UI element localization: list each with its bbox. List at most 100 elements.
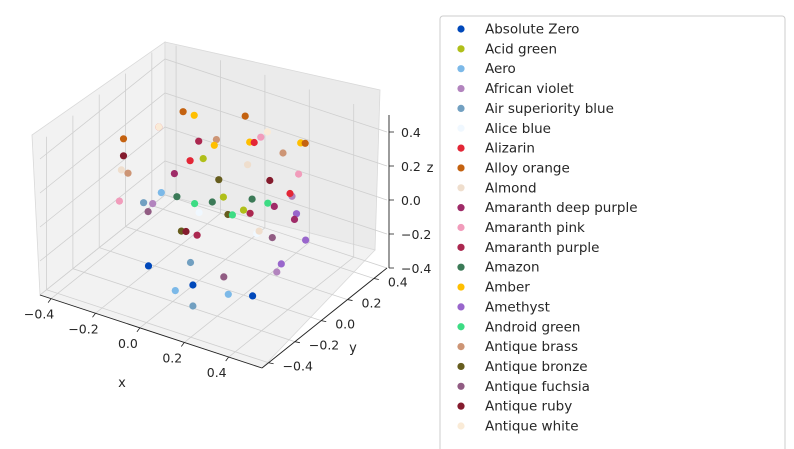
- z-tick-label: −0.4: [401, 261, 431, 276]
- x-tick-mark: [47, 298, 52, 303]
- legend-entry-label: Aero: [485, 61, 516, 77]
- scatter-point: [193, 231, 201, 239]
- scatter-point: [248, 195, 256, 203]
- scatter-point: [119, 135, 128, 143]
- scatter-point: [295, 170, 303, 178]
- legend-marker: [457, 204, 465, 212]
- y-tick-label: 0.2: [362, 296, 382, 311]
- legend-marker: [457, 184, 465, 192]
- legend-marker: [457, 45, 465, 53]
- tick-labels: −0.4−0.20.00.20.4 −0.4−0.20.00.20.4−0.4−0…: [24, 125, 431, 380]
- x-axis-label: x: [118, 376, 126, 391]
- legend-marker: [457, 303, 465, 311]
- legend-entry-label: Amber: [485, 280, 530, 296]
- legend-marker: [457, 362, 465, 371]
- scatter-point: [228, 211, 236, 219]
- legend-marker: [457, 422, 465, 430]
- scatter-point: [191, 200, 199, 208]
- scatter-point: [195, 137, 203, 145]
- grid-z-1: [39, 160, 388, 262]
- legend-marker: [457, 124, 465, 132]
- z-axis-label: z: [427, 161, 434, 176]
- y-tick-mark: [294, 341, 300, 344]
- scatter-point: [220, 273, 228, 281]
- scatter-point: [302, 236, 310, 244]
- legend-entry-label: Android green: [485, 319, 580, 335]
- scatter-point: [286, 189, 294, 198]
- z-tick-label: 0.4: [401, 125, 421, 140]
- grid-z-4: [39, 58, 388, 160]
- legend-box: [439, 15, 786, 449]
- scatter-point: [255, 227, 263, 235]
- scatter-point: [157, 189, 165, 197]
- scatter-point: [179, 108, 187, 116]
- legend-marker: [457, 144, 465, 152]
- scatter-point: [140, 199, 148, 207]
- scatter-point: [171, 287, 179, 295]
- scatter-point: [208, 198, 216, 206]
- legend-marker: [457, 65, 465, 73]
- legend-marker: [457, 323, 465, 331]
- scatter-point: [239, 206, 248, 214]
- y-tick-label: −0.4: [283, 359, 313, 374]
- scatter-point: [149, 200, 157, 208]
- legend-entry-label: Absolute Zero: [485, 22, 579, 38]
- legend-entry-label: Antique ruby: [485, 399, 572, 415]
- legend: Absolute Zero Acid green Aero African viole…: [457, 22, 638, 435]
- legend-marker: [457, 223, 465, 232]
- legend-entry-label: Amaranth deep purple: [485, 200, 638, 216]
- x-tick-mark: [180, 342, 185, 347]
- scatter-point: [257, 133, 265, 141]
- x-tick-label: 0.4: [207, 365, 227, 380]
- legend-entry-label: Alizarin: [485, 141, 535, 157]
- legend-entry-label: Air superiority blue: [485, 101, 614, 117]
- scatter-point: [246, 209, 254, 217]
- legend-entry-label: Amazon: [485, 260, 540, 276]
- x-tick-label: −0.4: [24, 307, 54, 322]
- scatter-point: [219, 193, 227, 201]
- axes: [39, 115, 390, 369]
- scatter-point: [292, 210, 301, 218]
- legend-marker: [457, 243, 465, 251]
- scatter-point: [119, 152, 128, 160]
- scatter-point: [186, 157, 194, 165]
- legend-marker: [457, 104, 465, 112]
- scatter-point: [155, 123, 163, 131]
- scatter-point: [241, 112, 249, 120]
- scatter-point: [189, 281, 197, 289]
- legend-marker: [457, 402, 465, 410]
- scatter-point: [210, 141, 218, 149]
- scatter-point: [199, 155, 207, 163]
- z-tick-label: 0.0: [401, 193, 421, 208]
- scatter-point: [224, 290, 232, 298]
- legend-marker: [457, 25, 465, 33]
- legend-entry-label: African violet: [485, 81, 574, 97]
- scatter-point: [195, 208, 203, 217]
- y-axis-label: y: [349, 341, 357, 356]
- grid-z-2: [39, 126, 388, 228]
- scatter-point: [190, 111, 198, 119]
- grid-z-3: [39, 92, 388, 194]
- y-axis-line: [261, 267, 388, 369]
- legend-marker: [457, 263, 465, 271]
- z-tick-label: 0.2: [401, 159, 421, 174]
- legend-entry-label: Almond: [485, 180, 537, 196]
- scatter-point: [277, 260, 285, 268]
- legend-entry-label: Acid green: [485, 41, 557, 57]
- x-tick-label: 0.0: [118, 336, 138, 351]
- legend-entry-label: Amaranth purple: [485, 240, 599, 256]
- scatter-point: [263, 128, 271, 136]
- legend-entry-label: Amethyst: [485, 299, 550, 315]
- scatter-point: [249, 292, 257, 300]
- y-tick-mark: [268, 362, 274, 365]
- scatter-point: [189, 302, 197, 310]
- scatter-point: [124, 169, 132, 177]
- y-tick-label: 0.4: [388, 275, 408, 290]
- scatter-point: [144, 208, 152, 216]
- y-tick-mark: [347, 299, 353, 301]
- legend-marker: [457, 164, 465, 172]
- scatter-point: [170, 170, 178, 178]
- scatter-point: [144, 262, 153, 270]
- y-tick-label: 0.0: [335, 317, 355, 332]
